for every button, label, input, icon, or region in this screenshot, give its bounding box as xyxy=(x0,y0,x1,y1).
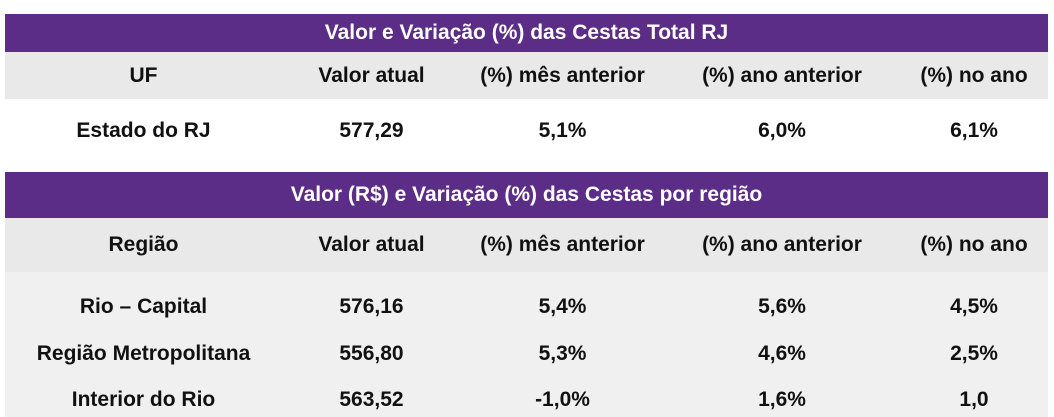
region-table-body xyxy=(5,272,1048,417)
region-header-mes-anterior: (%) mês anterior xyxy=(480,233,645,256)
region-table-title: Valor (R$) e Variação (%) das Cestas por… xyxy=(5,172,1048,218)
table-row: Região Metropolitana 556,80 5,3% 4,6% 2,… xyxy=(5,337,1048,371)
table-row: Estado do RJ 577,29 5,1% 6,0% 6,1% xyxy=(5,106,1048,156)
row-no-ano: 1,0 xyxy=(959,388,989,411)
top-header-ano-anterior: (%) ano anterior xyxy=(702,63,862,87)
region-header-no-ano: (%) no ano xyxy=(920,233,1028,256)
row-valor-atual: 577,29 xyxy=(339,119,404,142)
top-header-uf: UF xyxy=(129,63,158,87)
row-mes-anterior: 5,1% xyxy=(538,119,587,142)
row-mes-anterior: -1,0% xyxy=(535,388,590,411)
row-label-interior-do-rio: Interior do Rio xyxy=(71,388,216,411)
top-header-mes-anterior: (%) mês anterior xyxy=(480,63,645,87)
row-no-ano: 4,5% xyxy=(950,295,998,318)
top-table-title: Valor e Variação (%) das Cestas Total RJ xyxy=(5,14,1048,52)
top-table-header-row: UF Valor atual (%) mês anterior (%) ano … xyxy=(5,52,1048,99)
top-header-valor-atual: Valor atual xyxy=(318,63,425,87)
row-no-ano: 2,5% xyxy=(950,342,998,365)
table-row: Interior do Rio 563,52 -1,0% 1,6% 1,0 xyxy=(5,383,1048,417)
row-mes-anterior: 5,4% xyxy=(538,295,587,318)
row-valor-atual: 556,80 xyxy=(339,342,404,365)
row-label-regiao-metropolitana: Região Metropolitana xyxy=(36,342,251,365)
row-ano-anterior: 1,6% xyxy=(758,388,806,411)
row-ano-anterior: 4,6% xyxy=(758,342,806,365)
table-row: Rio – Capital 576,16 5,4% 5,6% 4,5% xyxy=(5,290,1048,324)
row-valor-atual: 576,16 xyxy=(339,295,404,318)
row-label-estado: Estado do RJ xyxy=(76,119,211,142)
row-valor-atual: 563,52 xyxy=(339,388,404,411)
row-label-rio-capital: Rio – Capital xyxy=(79,295,208,318)
region-header-valor-atual: Valor atual xyxy=(318,233,425,256)
region-header-regiao: Região xyxy=(108,233,179,256)
row-ano-anterior: 5,6% xyxy=(758,295,806,318)
row-ano-anterior: 6,0% xyxy=(758,119,806,142)
region-header-ano-anterior: (%) ano anterior xyxy=(702,233,862,256)
row-no-ano: 6,1% xyxy=(950,119,998,142)
region-table-header-row: Região Valor atual (%) mês anterior (%) … xyxy=(5,218,1048,272)
top-header-no-ano: (%) no ano xyxy=(920,63,1028,87)
row-mes-anterior: 5,3% xyxy=(538,342,587,365)
